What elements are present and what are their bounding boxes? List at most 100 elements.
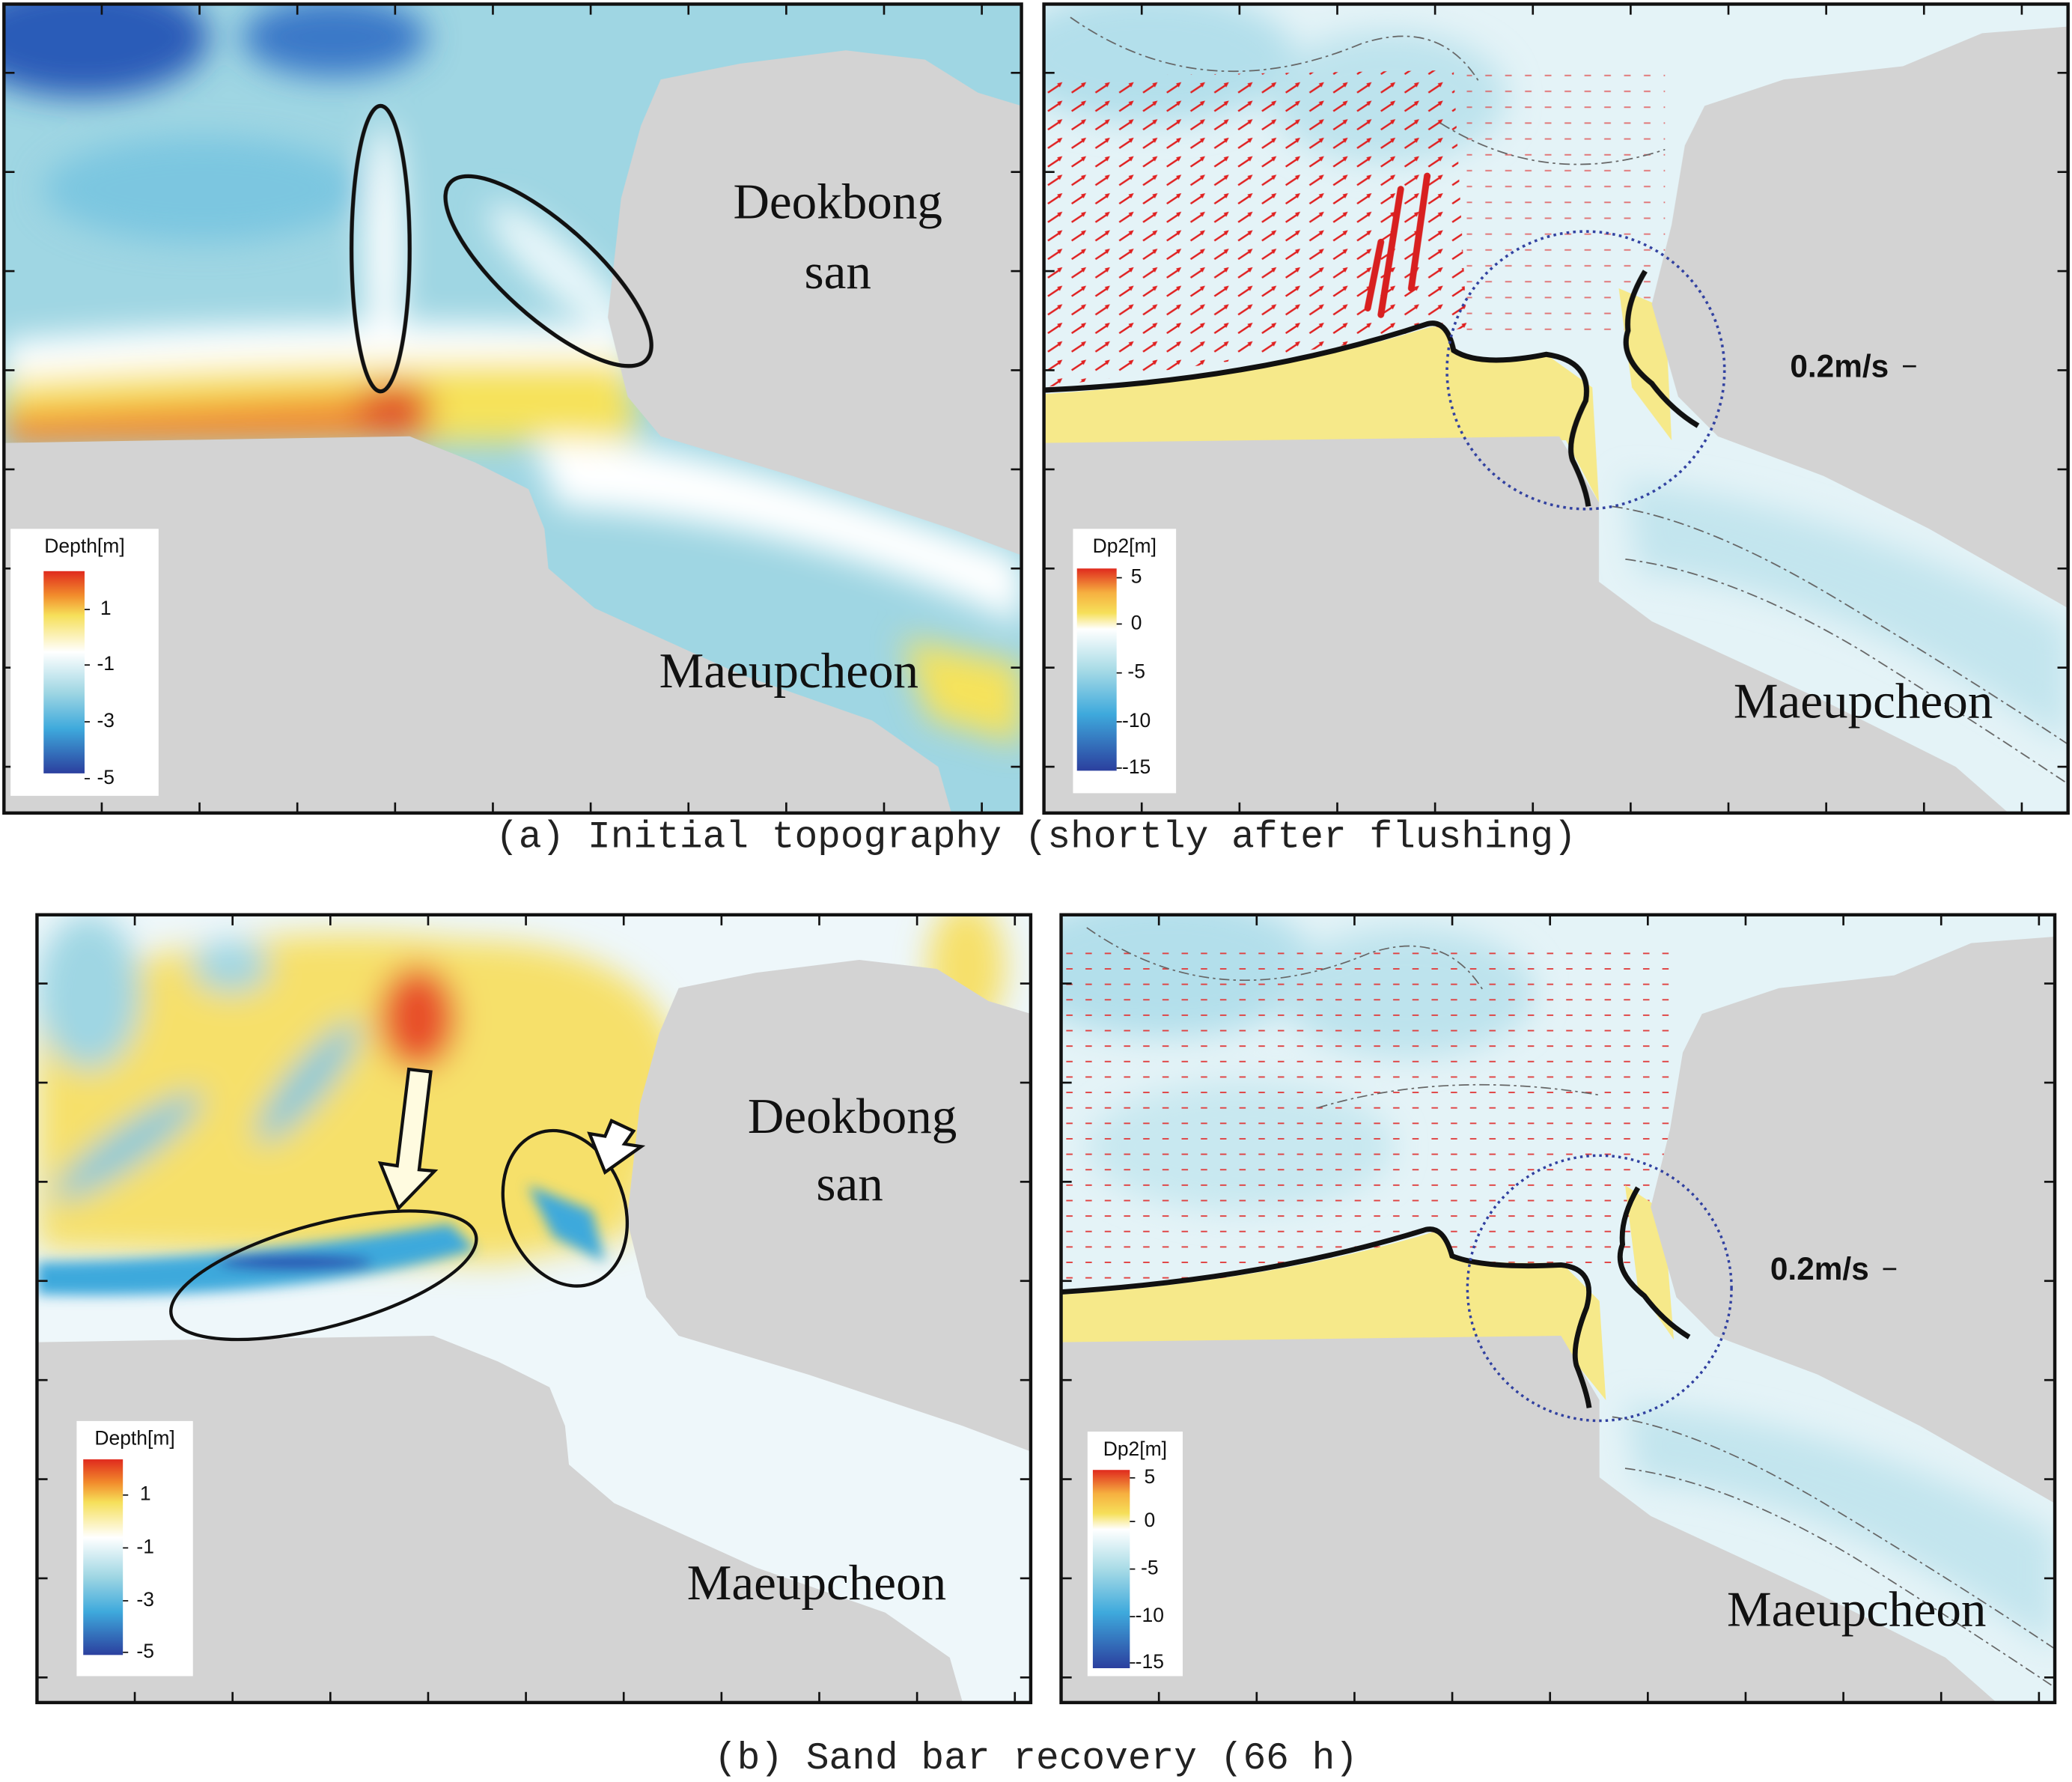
map-shape	[37, 914, 141, 1070]
map-label: Maeupcheon	[1734, 673, 1993, 729]
colorbar-tick-label: -5	[136, 1640, 154, 1662]
map-shape	[217, 1254, 373, 1271]
colorbar-tick-label: -1	[97, 652, 115, 675]
map-shape	[1624, 1468, 2055, 1688]
colorbar-title: Depth[m]	[94, 1427, 174, 1450]
colorbar-tick-label: 5	[1144, 1465, 1155, 1488]
colorbar-tick-label: 5	[1131, 565, 1142, 588]
colorbar-tick-label: -15	[1136, 1650, 1164, 1673]
map-shape	[1439, 122, 1666, 165]
colorbar-tick-label: -5	[97, 766, 115, 788]
map-shape	[52, 1092, 203, 1201]
panel-frame	[1059, 913, 2057, 1705]
map-shape	[1624, 1404, 2055, 1649]
map-label: san	[804, 243, 871, 299]
colorbar-tick-label: -10	[1136, 1604, 1164, 1626]
colorbar-tick-label: -5	[1141, 1557, 1159, 1579]
map-shape	[379, 966, 457, 1070]
colorbar-tick-label: 0	[1144, 1509, 1155, 1531]
colorbar-tick-label: 0	[1131, 611, 1142, 633]
map-shape	[256, 1021, 360, 1143]
colorbar-title: Dp2[m]	[1093, 535, 1157, 557]
map-shape	[1061, 940, 1677, 1289]
map-shape	[1617, 1186, 1691, 1339]
colorbar	[1076, 568, 1117, 771]
colorbar-tick-label: -3	[136, 1588, 154, 1611]
map-shape	[1407, 172, 1430, 292]
map-shape	[1317, 1083, 1600, 1109]
map-shape	[169, 1209, 478, 1342]
colorbar-tick-label: -3	[97, 709, 115, 732]
map-shape	[1466, 70, 1666, 335]
caption: (a) Initial topography (shortly after fl…	[496, 816, 1576, 860]
map-shape	[4, 4, 209, 97]
colorbar-tick-label: 1	[100, 597, 112, 619]
map-shape	[4, 394, 440, 447]
map-shape	[1377, 186, 1404, 318]
map-shape	[37, 914, 1005, 1263]
map-shape	[1070, 16, 2068, 785]
map-shape	[37, 1185, 606, 1295]
panel-b-left	[37, 914, 1032, 1703]
map-shape	[1625, 559, 2068, 785]
map-label: Maeupcheon	[1727, 1581, 1986, 1637]
colorbar	[1092, 1470, 1130, 1668]
map-shape	[1043, 320, 1591, 507]
map-label: Deokbong	[733, 173, 942, 229]
map-shape	[1061, 1232, 1606, 1400]
colorbar-tick-label: -5	[1127, 660, 1145, 683]
map-label: Maeupcheon	[659, 642, 918, 699]
colorbar-title: Dp2[m]	[1103, 1438, 1167, 1460]
map-shape	[37, 914, 1032, 1703]
map-shape	[43, 136, 361, 243]
speed-label: 0.2m/s	[1790, 348, 1889, 383]
panel-frame	[35, 913, 1033, 1705]
map-shape	[1086, 927, 1485, 993]
map-shape	[1445, 230, 1726, 511]
colorbar-tick-label: -1	[136, 1535, 154, 1557]
map-shape	[532, 439, 1022, 626]
map-label: san	[816, 1155, 883, 1211]
colorbar-title: Depth[m]	[44, 535, 124, 557]
map-shape	[1364, 238, 1385, 311]
map-shape	[1043, 70, 1467, 388]
colorbar	[83, 1459, 124, 1655]
map-label: Deokbong	[748, 1088, 957, 1144]
map-shape	[1623, 270, 1700, 428]
colorbar-tick-label: -15	[1122, 755, 1151, 778]
panel-frame	[1042, 2, 2070, 815]
map-shape	[587, 1118, 646, 1175]
speed-label: 0.2m/s	[1770, 1251, 1869, 1286]
panel-a-left	[4, 4, 1022, 813]
colorbar	[43, 571, 85, 773]
map-shape	[377, 1067, 439, 1211]
map-shape	[37, 934, 683, 1263]
colorbar-tick-label: 1	[140, 1483, 151, 1505]
map-shape	[1612, 1416, 2055, 1649]
map-shape	[527, 1185, 606, 1263]
map-shape	[488, 204, 630, 333]
map-shape	[192, 940, 269, 992]
map-label: Maeupcheon	[687, 1554, 946, 1611]
panel-a-right	[1043, 4, 2068, 813]
map-shape	[349, 103, 412, 394]
panel-frame	[2, 2, 1023, 815]
map-shape	[902, 638, 1022, 745]
map-shape	[1466, 1154, 1733, 1423]
map-shape	[1612, 505, 2068, 745]
map-shape	[1364, 172, 1430, 318]
map-shape	[4, 4, 1022, 745]
map-shape	[443, 174, 653, 368]
map-shape	[501, 1128, 630, 1288]
map-shape	[1086, 927, 2055, 1688]
map-shape	[354, 383, 434, 431]
map-shape	[242, 4, 427, 77]
map-shape	[1043, 326, 1600, 502]
map-shape	[1061, 914, 2055, 1703]
caption: (b) Sand bar recovery (66 h)	[714, 1737, 1358, 1781]
map-shape	[365, 123, 403, 374]
colorbar-tick-label: -10	[1122, 709, 1151, 732]
